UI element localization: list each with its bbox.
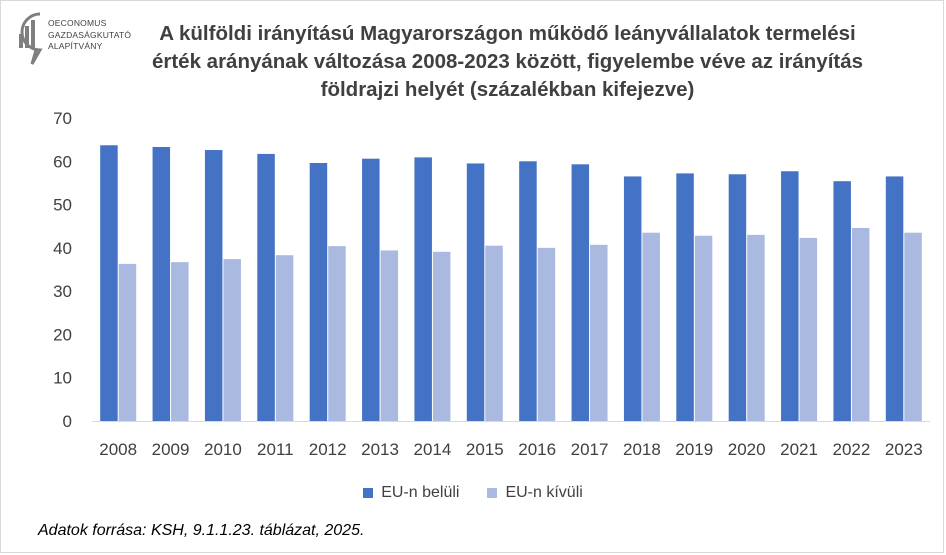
x-tick-label: 2009 (152, 440, 190, 459)
bar-eu-outside (851, 227, 870, 421)
x-tick-label: 2014 (414, 440, 452, 459)
chart-title-line: érték arányának változása 2008-2023 közö… (151, 50, 864, 73)
x-tick-label: 2008 (99, 440, 137, 459)
bar-eu-outside (380, 250, 399, 421)
legend-item-eu-outside: EU-n kívüli (487, 484, 583, 502)
legend-item-eu-inside: EU-n belüli (363, 484, 459, 502)
bar-eu-inside (152, 147, 171, 421)
chart-title: A külföldi irányítású Magyarországon műk… (150, 20, 865, 104)
bar-eu-outside (537, 247, 556, 421)
bar-eu-inside (100, 145, 118, 421)
data-source-note: Adatok forrása: KSH, 9.1.1.23. táblázat,… (38, 522, 365, 539)
bar-eu-outside (590, 244, 608, 421)
logo-line: GAZDASÁGKUTATÓ (48, 29, 132, 40)
logo-text: OECONOMUS GAZDASÁGKUTATÓ ALAPÍTVÁNY (48, 18, 131, 53)
bar-eu-outside (904, 232, 922, 421)
economics-bar-chart-logo-icon (19, 12, 43, 65)
bar-eu-inside (781, 171, 799, 421)
oeconomus-logo: OECONOMUS GAZDASÁGKUTATÓ ALAPÍTVÁNY (10, 6, 160, 68)
bar-eu-outside (799, 237, 818, 421)
bar-eu-inside (309, 163, 328, 421)
chart-title-line: A külföldi irányítású Magyarországon műk… (159, 22, 856, 45)
bar-eu-inside (362, 158, 380, 421)
bar-eu-outside (694, 235, 713, 421)
bar-eu-outside (223, 259, 241, 421)
x-tick-label: 2012 (309, 440, 347, 459)
logo-line: ALAPÍTVÁNY (48, 41, 103, 51)
bar-eu-inside (466, 163, 485, 421)
legend-label-eu-outside: EU-n kívüli (505, 484, 583, 501)
legend-label-eu-inside: EU-n belüli (381, 484, 460, 501)
y-tick-label: 20 (53, 325, 72, 344)
chart-title-line: földrajzi helyét (százalékban kifejezve) (320, 78, 695, 101)
bar-eu-outside (118, 263, 137, 421)
bar-eu-outside (171, 262, 189, 421)
y-tick-label: 60 (53, 152, 72, 171)
y-tick-label: 10 (53, 369, 72, 388)
bar-eu-inside (728, 174, 747, 421)
bar-eu-outside (642, 232, 660, 421)
bar-eu-outside (747, 234, 765, 421)
y-tick-label: 30 (53, 282, 72, 301)
bar-eu-inside (204, 150, 223, 421)
x-tick-label: 2019 (675, 440, 713, 459)
x-tick-label: 2015 (466, 440, 504, 459)
y-tick-label: 50 (53, 196, 72, 215)
bar-eu-outside (432, 251, 451, 421)
bar-eu-inside (414, 157, 432, 421)
y-tick-label: 70 (53, 109, 72, 128)
logo-line: OECONOMUS (48, 18, 107, 28)
legend-swatch-eu-inside (363, 488, 374, 498)
chart-legend: EU-n belüli EU-n kívüli (0, 481, 946, 505)
x-tick-label: 2010 (204, 440, 242, 459)
x-tick-label: 2017 (571, 440, 609, 459)
bar-eu-outside (485, 245, 503, 421)
bar-eu-inside (676, 173, 694, 421)
bar-eu-inside (257, 153, 275, 422)
x-tick-label: 2016 (518, 440, 556, 459)
x-tick-label: 2018 (623, 440, 661, 459)
bar-chart: 0 10 20 30 40 50 60 70 2008 2009 2010 2011 2012 2013 2… (53, 109, 930, 459)
x-tick-label: 2011 (257, 440, 294, 459)
bar-eu-outside (275, 255, 294, 421)
x-tick-label: 2020 (728, 440, 766, 459)
bar-eu-outside (328, 246, 346, 421)
x-tick-label: 2013 (361, 440, 399, 459)
bar-eu-inside (885, 176, 904, 421)
bar-eu-inside (519, 161, 537, 422)
legend-swatch-eu-outside (487, 488, 498, 498)
bar-eu-inside (571, 164, 590, 421)
x-tick-label: 2022 (833, 440, 871, 459)
x-tick-label: 2021 (780, 440, 818, 459)
x-tick-label: 2023 (885, 440, 923, 459)
bar-eu-inside (833, 181, 851, 421)
y-tick-label: 0 (63, 412, 72, 431)
y-tick-label: 40 (53, 239, 72, 258)
bar-eu-inside (623, 176, 642, 421)
